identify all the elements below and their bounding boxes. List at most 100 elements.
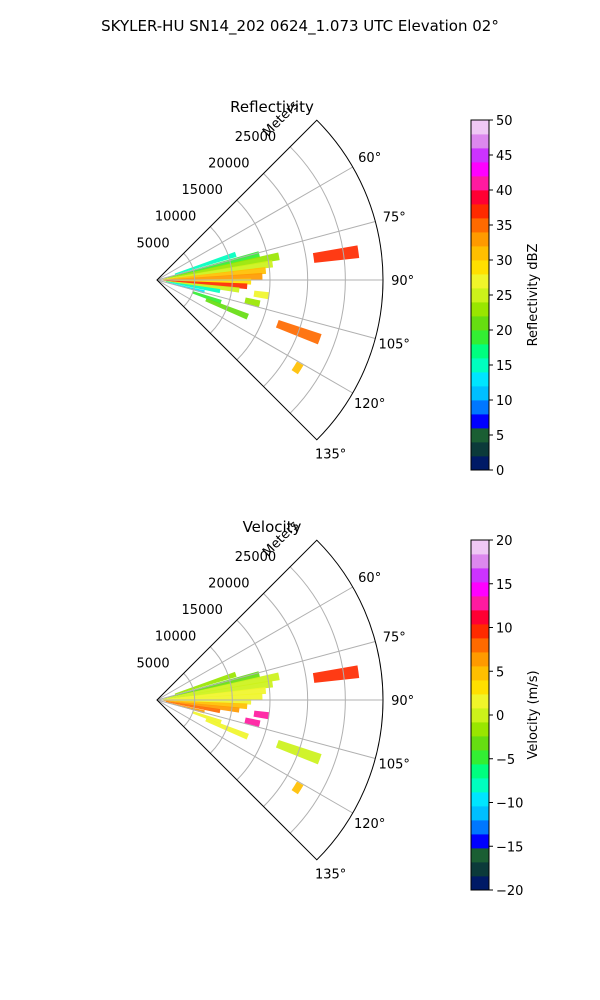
velocity-cbar-bin-19 bbox=[471, 610, 489, 625]
velocity-cbar-bin-15 bbox=[471, 666, 489, 681]
reflectivity-echo-17 bbox=[244, 297, 261, 307]
reflectivity-r-tick-0: 5000 bbox=[137, 236, 170, 251]
velocity-cbar-tick-3: −5 bbox=[496, 753, 515, 768]
reflectivity-colorbar: 0 5 10 15 20 25 30 35 40 45 50 Reflectivity dBZ bbox=[470, 114, 541, 479]
reflectivity-cbar-bin-22 bbox=[471, 148, 489, 163]
velocity-spoke-1 bbox=[156, 641, 376, 701]
velocity-r-tick-2: 15000 bbox=[182, 603, 223, 618]
reflectivity-theta-tick-4: 120° bbox=[354, 397, 385, 412]
velocity-cbar-bin-9 bbox=[471, 750, 489, 765]
figure-suptitle: SKYLER-HU SN14_202 0624_1.073 UTC Elevat… bbox=[101, 17, 499, 36]
reflectivity-cbar-bin-2 bbox=[471, 428, 489, 443]
velocity-cbar-bin-17 bbox=[471, 638, 489, 653]
velocity-cbar-bin-23 bbox=[471, 554, 489, 569]
reflectivity-cbar-bin-17 bbox=[471, 218, 489, 233]
velocity-cbar-tick-0: −20 bbox=[496, 884, 523, 899]
reflectivity-cbar-tick-2: 10 bbox=[496, 394, 513, 409]
reflectivity-cbar-tick-8: 40 bbox=[496, 184, 513, 199]
reflectivity-echo-9 bbox=[165, 281, 221, 294]
reflectivity-spoke-0 bbox=[156, 166, 353, 281]
reflectivity-cbar-tick-9: 45 bbox=[496, 149, 513, 164]
velocity-cbar-bin-13 bbox=[471, 694, 489, 709]
reflectivity-cbar-bin-12 bbox=[471, 288, 489, 303]
reflectivity-echo-2 bbox=[164, 252, 280, 279]
velocity-echo-9 bbox=[165, 701, 221, 714]
velocity-cbar-tick-4: 0 bbox=[496, 709, 504, 724]
reflectivity-echo-4 bbox=[161, 267, 267, 280]
velocity-cbar-tick-6: 10 bbox=[496, 622, 513, 637]
velocity-colorbar: −20 −15 −10 −5 0 5 10 15 20 Velocity (m/s) bbox=[470, 534, 541, 899]
velocity-echo-16 bbox=[253, 710, 270, 720]
velocity-cbar-bin-22 bbox=[471, 568, 489, 583]
velocity-spoke-3 bbox=[156, 699, 376, 759]
reflectivity-echo-3 bbox=[162, 260, 274, 280]
reflectivity-cbar-bin-4 bbox=[471, 400, 489, 415]
reflectivity-r-tick-1: 10000 bbox=[155, 210, 196, 225]
velocity-cbar-bin-4 bbox=[471, 820, 489, 835]
reflectivity-title: Reflectivity bbox=[230, 98, 314, 116]
velocity-cbar-bin-3 bbox=[471, 834, 489, 849]
reflectivity-cbar-bin-3 bbox=[471, 414, 489, 429]
velocity-panel: Velocity 500010000150002000025000Meters6… bbox=[137, 518, 415, 883]
velocity-cbar-bin-20 bbox=[471, 596, 489, 611]
reflectivity-cbar-bin-10 bbox=[471, 316, 489, 331]
reflectivity-cbar-bin-9 bbox=[471, 330, 489, 345]
reflectivity-cbar-bin-16 bbox=[471, 232, 489, 247]
velocity-theta-tick-4: 120° bbox=[354, 817, 385, 832]
velocity-theta-tick-1: 75° bbox=[383, 630, 406, 645]
velocity-cbar-bin-0 bbox=[471, 876, 489, 891]
reflectivity-spoke-3 bbox=[156, 279, 376, 339]
velocity-theta-tick-3: 105° bbox=[379, 758, 410, 773]
reflectivity-frame bbox=[156, 119, 384, 441]
velocity-echo-4 bbox=[161, 687, 267, 700]
reflectivity-echo-13 bbox=[312, 245, 360, 263]
reflectivity-echo-11 bbox=[192, 291, 222, 305]
reflectivity-cbar-bin-5 bbox=[471, 386, 489, 401]
velocity-echo-0 bbox=[174, 671, 237, 695]
velocity-cbar-bin-24 bbox=[471, 540, 489, 555]
reflectivity-cbar-bin-13 bbox=[471, 274, 489, 289]
velocity-echo-15 bbox=[291, 781, 304, 795]
velocity-echo-17 bbox=[244, 717, 261, 727]
velocity-cbar-bin-14 bbox=[471, 680, 489, 695]
reflectivity-cbar-bin-19 bbox=[471, 190, 489, 205]
reflectivity-cbar-tick-10: 50 bbox=[496, 114, 513, 129]
velocity-echo-3 bbox=[162, 680, 274, 700]
reflectivity-cbar-tick-5: 25 bbox=[496, 289, 513, 304]
reflectivity-grid bbox=[156, 146, 383, 414]
reflectivity-cbar-bin-15 bbox=[471, 246, 489, 261]
reflectivity-cbar-bin-21 bbox=[471, 162, 489, 177]
velocity-cbar-tick-8: 20 bbox=[496, 534, 513, 549]
velocity-cbar-bin-7 bbox=[471, 778, 489, 793]
velocity-cbar-bin-16 bbox=[471, 652, 489, 667]
reflectivity-cbar-tick-1: 5 bbox=[496, 429, 504, 444]
reflectivity-cbar-bin-24 bbox=[471, 120, 489, 135]
velocity-title: Velocity bbox=[243, 518, 302, 536]
velocity-spoke-0 bbox=[156, 586, 353, 701]
reflectivity-echo-16 bbox=[253, 290, 270, 300]
reflectivity-theta-tick-1: 75° bbox=[383, 210, 406, 225]
reflectivity-cbar-tick-6: 30 bbox=[496, 254, 513, 269]
reflectivity-theta-tick-5: 135° bbox=[315, 448, 346, 463]
reflectivity-r-tick-3: 20000 bbox=[208, 156, 249, 171]
velocity-r-tick-0: 5000 bbox=[137, 656, 170, 671]
velocity-cbar-bin-12 bbox=[471, 708, 489, 723]
reflectivity-echo-15 bbox=[291, 361, 304, 375]
reflectivity-theta-tick-0: 60° bbox=[358, 151, 381, 166]
velocity-frame bbox=[156, 539, 384, 861]
velocity-cbar-bin-8 bbox=[471, 764, 489, 779]
reflectivity-echo-5 bbox=[160, 273, 263, 280]
velocity-echo-11 bbox=[192, 711, 222, 725]
velocity-cbar-label: Velocity (m/s) bbox=[526, 670, 541, 759]
reflectivity-r-tick-2: 15000 bbox=[182, 183, 223, 198]
velocity-cbar-tick-5: 5 bbox=[496, 665, 504, 680]
velocity-r-tick-1: 10000 bbox=[155, 630, 196, 645]
reflectivity-cbar-label: Reflectivity dBZ bbox=[526, 244, 541, 347]
reflectivity-theta-tick-2: 90° bbox=[391, 274, 414, 289]
reflectivity-panel: Reflectivity 500010000150002000025000Met… bbox=[137, 98, 415, 463]
velocity-theta-tick-5: 135° bbox=[315, 868, 346, 883]
velocity-echo-5 bbox=[160, 693, 263, 700]
velocity-cbar-bin-21 bbox=[471, 582, 489, 597]
reflectivity-cbar-bin-8 bbox=[471, 344, 489, 359]
